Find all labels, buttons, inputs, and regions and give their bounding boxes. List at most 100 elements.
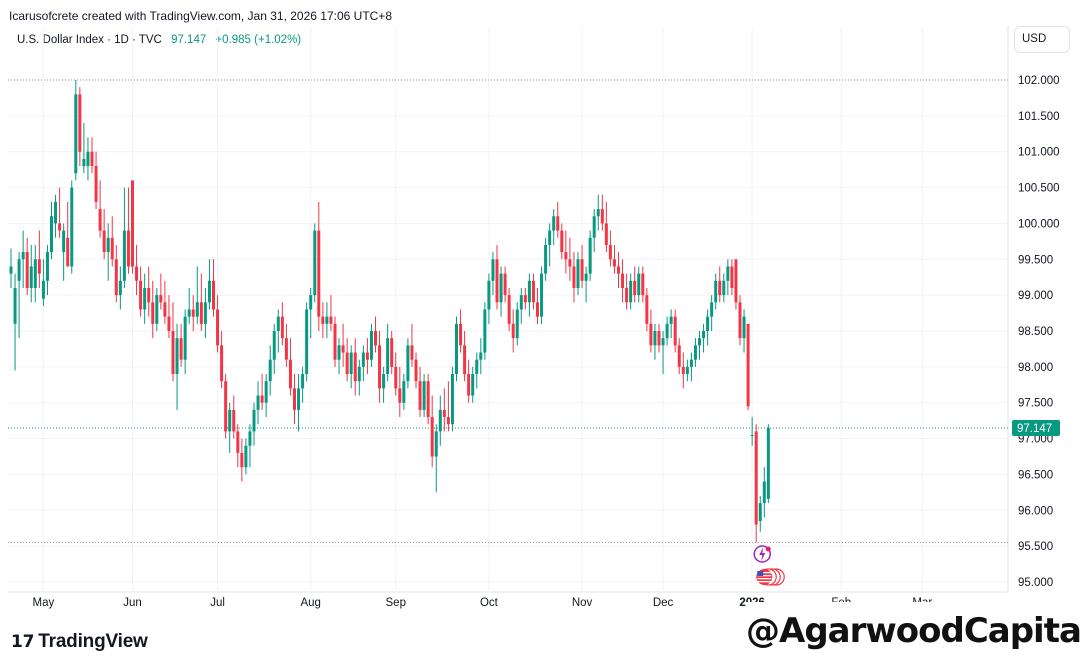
candle-body (256, 395, 260, 410)
candle (349, 345, 353, 389)
candle (673, 309, 677, 353)
candle-body (689, 359, 693, 367)
candle (240, 438, 244, 482)
candle (50, 201, 53, 260)
attribution-text: Icarusofcrete created with TradingView.c… (9, 9, 392, 23)
candle-body (596, 209, 600, 217)
candle-body (600, 209, 604, 224)
candle (86, 137, 90, 181)
candle (730, 259, 734, 296)
candle (212, 259, 215, 317)
candle (617, 252, 620, 288)
currency-button[interactable]: USD (1014, 26, 1070, 53)
candle (151, 280, 155, 339)
candle-body (374, 331, 377, 346)
candle-body (280, 316, 284, 339)
chart-grid (8, 26, 1009, 593)
candle (612, 244, 616, 274)
candle-body (82, 158, 86, 167)
candle-body (544, 244, 548, 274)
candle-body (612, 259, 616, 267)
candle (588, 230, 592, 281)
candle (750, 417, 754, 446)
candle-body (511, 323, 515, 339)
candle (260, 374, 264, 410)
candle-body (714, 280, 718, 303)
candle (29, 244, 33, 303)
price-tick-label: 97.000 (1018, 434, 1053, 446)
candle (495, 244, 499, 310)
candle-body (564, 252, 568, 260)
candle-body (369, 331, 373, 360)
candle (503, 266, 507, 303)
candle-body (556, 216, 560, 231)
lightning-glyph (759, 547, 766, 561)
candle (689, 352, 693, 382)
candle (268, 345, 272, 396)
candle (232, 395, 236, 439)
candle-body (353, 352, 357, 382)
candle (762, 467, 766, 518)
candle (378, 331, 382, 403)
candle (252, 402, 256, 446)
candle-body (272, 331, 276, 360)
candle (426, 374, 430, 425)
candle-body (426, 381, 430, 418)
candle-body (394, 366, 398, 389)
candle-body (232, 409, 236, 432)
candle (499, 266, 503, 317)
candle (305, 302, 309, 382)
candle-body (349, 352, 353, 375)
candle (410, 323, 414, 367)
candle (90, 137, 94, 174)
candle-body (673, 316, 677, 346)
candle (317, 201, 321, 331)
flag-stripe (757, 572, 772, 574)
candle-body (475, 359, 479, 375)
candle (568, 237, 572, 281)
flag-stripe (757, 581, 772, 583)
candle (446, 381, 450, 432)
candle (167, 295, 171, 339)
candle (531, 273, 535, 310)
candle (163, 280, 167, 324)
candle-body (345, 352, 349, 375)
candle (422, 374, 426, 418)
candle-body (633, 280, 637, 296)
candle (220, 331, 224, 389)
candle-body (183, 316, 187, 360)
candle-body (406, 345, 410, 382)
candle (742, 309, 746, 353)
candle-body (199, 302, 203, 324)
time-tick-label: Dec (653, 597, 674, 609)
candle-body (487, 280, 491, 310)
candle-body (175, 338, 179, 375)
tradingview-logo[interactable]: 17 TradingView (11, 631, 148, 653)
candle (523, 287, 527, 310)
candle (70, 180, 74, 274)
candle (584, 266, 588, 303)
candle-body (446, 417, 450, 425)
candle-body (171, 331, 175, 375)
candle-body (151, 302, 155, 324)
candle-body (418, 381, 422, 410)
candle-body (661, 338, 665, 346)
candle (66, 201, 70, 267)
symbol-label[interactable]: U.S. Dollar Index · 1D · TVC (17, 34, 162, 46)
candle (766, 424, 770, 504)
candle (54, 194, 58, 238)
candle-body (17, 259, 21, 281)
candle-body (572, 266, 576, 288)
candle (693, 338, 697, 367)
candle-body (410, 345, 414, 360)
candle-body (74, 94, 78, 174)
candle-body (357, 366, 361, 382)
candle-body (552, 216, 556, 231)
candle-body (78, 94, 82, 152)
candle (386, 323, 390, 382)
candle-body (248, 431, 252, 446)
candle-body (110, 237, 114, 260)
candle (681, 352, 685, 389)
candle-body (438, 409, 442, 432)
